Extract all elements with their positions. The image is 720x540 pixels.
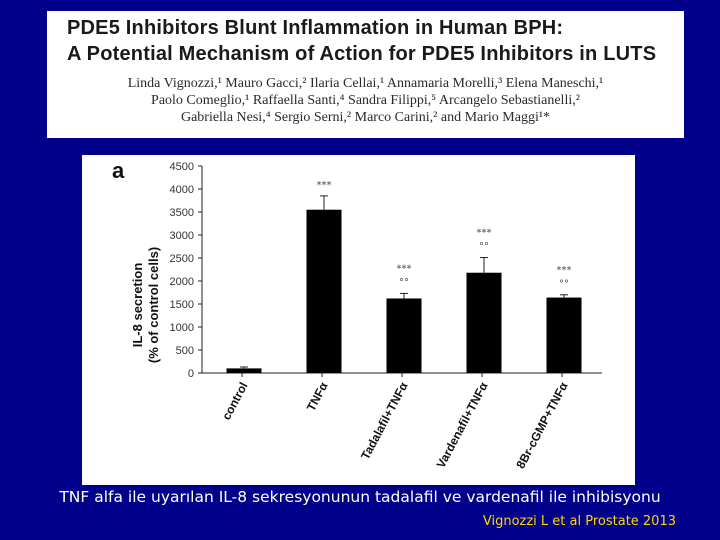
bar — [306, 209, 342, 373]
y-axis-title-line2: (% of control cells) — [146, 247, 161, 363]
panel-label: a — [112, 158, 125, 183]
bar — [226, 368, 262, 373]
bar — [386, 298, 422, 373]
y-axis-title-line1: IL-8 secretion — [130, 263, 145, 348]
chart-frame: a IL-8 secretion (% of control cells) 0 5… — [82, 155, 635, 485]
y-tick-label: 4000 — [170, 184, 194, 196]
x-tick-label: control — [219, 380, 250, 422]
y-tick-label: 1500 — [170, 299, 194, 311]
y-tick-label: 2000 — [170, 276, 194, 288]
x-tick-label: Tadalafil+TNFα — [358, 379, 411, 462]
paper-title-line1: PDE5 Inhibitors Blunt Inflammation in Hu… — [67, 17, 564, 39]
significance-label: *** — [557, 265, 572, 276]
authors-line-2: Paolo Comeglio,¹ Raffaella Santi,⁴ Sandr… — [151, 93, 580, 108]
bar — [466, 272, 502, 373]
paper-title-line2: A Potential Mechanism of Action for PDE5… — [67, 43, 657, 65]
significance-label: °° — [479, 242, 489, 253]
y-tick-label: 0 — [188, 368, 194, 380]
y-tick-label: 4500 — [170, 161, 194, 173]
paper-authors: Linda Vignozzi,¹ Mauro Gacci,² Ilaria Ce… — [55, 75, 676, 126]
y-axis-title: IL-8 secretion (% of control cells) — [130, 247, 161, 363]
y-tick-label: 2500 — [170, 253, 194, 265]
bar — [546, 297, 582, 373]
authors-line-3: Gabriella Nesi,⁴ Sergio Serni,² Marco Ca… — [180, 110, 551, 125]
slide-caption: TNF alfa ile uyarılan IL-8 sekresyonunun… — [59, 488, 661, 506]
x-tick-label: TNFα — [304, 379, 331, 413]
y-tick-label: 1000 — [170, 322, 194, 334]
x-tick-label: 8Br-cGMP+TNFα — [513, 379, 571, 471]
significance-label: *** — [317, 180, 332, 191]
bar-chart: a IL-8 secretion (% of control cells) 0 5… — [112, 158, 602, 471]
significance-label: *** — [477, 228, 492, 239]
y-tick-label: 3500 — [170, 207, 194, 219]
authors-line-1: Linda Vignozzi,¹ Mauro Gacci,² Ilaria Ce… — [127, 76, 604, 91]
y-tick-label: 500 — [176, 345, 194, 357]
y-tick-label: 3000 — [170, 230, 194, 242]
significance-label: *** — [397, 263, 412, 274]
x-tick-label: Vardenafil+TNFα — [434, 379, 491, 470]
significance-label: °° — [559, 279, 569, 290]
paper-header: PDE5 Inhibitors Blunt Inflammation in Hu… — [47, 11, 684, 138]
significance-label: °° — [399, 277, 409, 288]
citation: Vignozzi L et al Prostate 2013 — [482, 514, 676, 529]
